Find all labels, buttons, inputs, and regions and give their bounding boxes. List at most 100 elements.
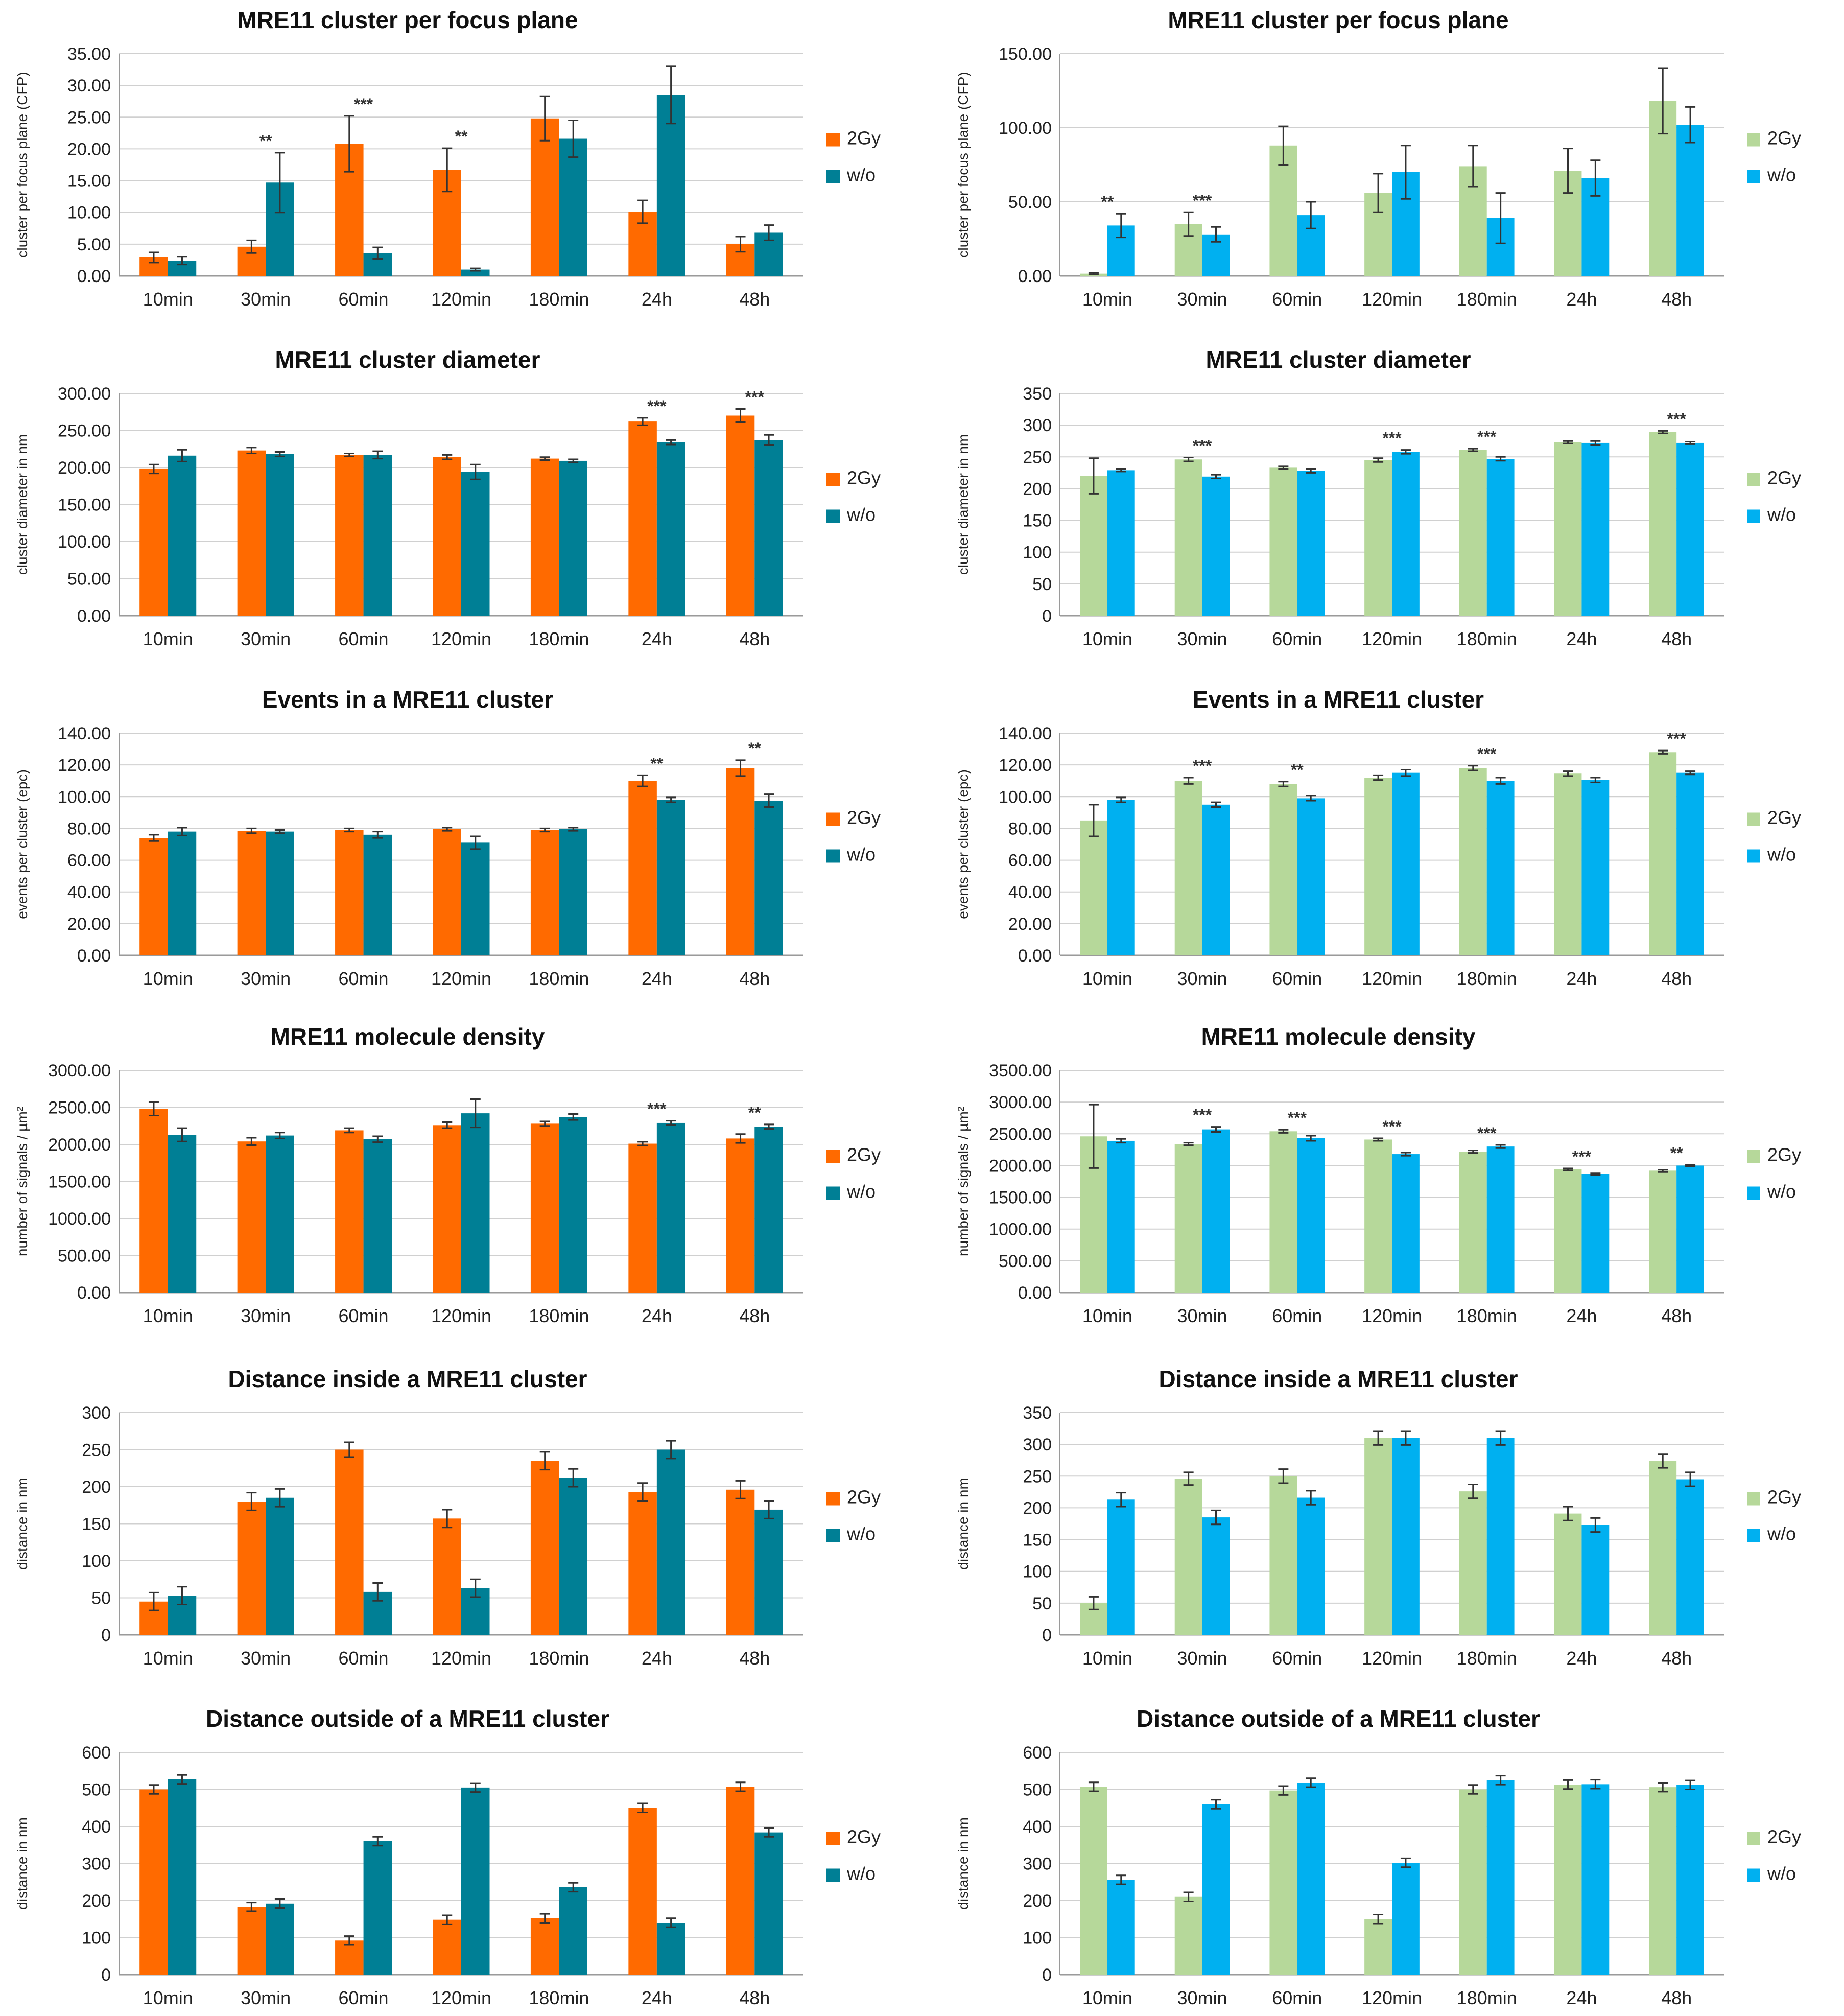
chart-8-bar-wo-120min — [1392, 1154, 1420, 1293]
chart-10-bar-2gy-48h — [1649, 1461, 1677, 1635]
chart-10-x-tick-label: 30min — [1177, 1648, 1227, 1669]
chart-12-bar-wo-60min — [1297, 1783, 1325, 1975]
chart-7-y-axis-label: number of signals / µm² — [14, 1107, 30, 1256]
chart-12-bar-2gy-60min — [1269, 1790, 1297, 1975]
chart-1-bar-wo-24h — [656, 95, 685, 276]
chart-10-bar-2gy-30min — [1174, 1479, 1202, 1635]
chart-8-bar-2gy-48h — [1649, 1170, 1677, 1293]
chart-11-y-tick-label: 500 — [82, 1780, 111, 1800]
chart-5-bar-wo-48h — [754, 801, 783, 955]
chart-5-bar-2gy-24h — [628, 781, 657, 955]
chart-11-y-tick-label: 0 — [101, 1965, 111, 1985]
chart-3-y-tick-label: 300.00 — [58, 384, 111, 404]
chart-1: MRE11 cluster per focus plane 0.00 5.00 10.… — [14, 7, 881, 310]
chart-1-legend-label: w/o — [846, 165, 876, 185]
chart-8-x-tick-label: 30min — [1177, 1305, 1227, 1326]
chart-1-significance-marker: ** — [455, 127, 468, 146]
chart-10-x-tick-label: 10min — [1082, 1648, 1132, 1669]
chart-11-bar-wo-10min — [168, 1779, 197, 1975]
chart-1-x-tick-label: 48h — [739, 289, 770, 310]
chart-4-legend-swatch-wo — [1747, 509, 1760, 523]
chart-8-y-tick-label: 3000.00 — [989, 1093, 1052, 1112]
chart-4-bar-wo-60min — [1297, 471, 1325, 616]
chart-12-bar-2gy-180min — [1459, 1789, 1487, 1975]
chart-4-bar-wo-24h — [1581, 442, 1610, 616]
chart-10-y-tick-label: 0 — [1042, 1626, 1052, 1645]
chart-9-legend-label: 2Gy — [847, 1487, 881, 1508]
chart-3-bar-wo-24h — [656, 442, 685, 616]
chart-4: MRE11 cluster diameter 0 50 100 150 200 250 300… — [955, 346, 1801, 649]
chart-4-bar-wo-30min — [1202, 476, 1230, 616]
chart-3-bar-wo-120min — [461, 472, 490, 616]
chart-7-bar-2gy-60min — [335, 1130, 364, 1293]
chart-11-x-tick-label: 10min — [143, 1987, 193, 2008]
chart-4-bar-2gy-180min — [1459, 450, 1487, 616]
chart-8-bar-2gy-24h — [1554, 1169, 1582, 1293]
chart-11-bar-wo-24h — [656, 1923, 685, 1975]
chart-3-bar-wo-48h — [754, 440, 783, 616]
chart-6-x-tick-label: 180min — [1457, 968, 1517, 989]
chart-4-y-tick-label: 0 — [1042, 606, 1052, 626]
chart-11-legend-label: w/o — [846, 1863, 876, 1884]
chart-4-title: MRE11 cluster diameter — [1205, 346, 1471, 373]
chart-12-bar-wo-24h — [1581, 1784, 1610, 1975]
chart-5-y-tick-label: 140.00 — [58, 724, 111, 743]
chart-7-significance-marker: ** — [748, 1104, 761, 1122]
chart-1-bar-2gy-180min — [530, 118, 559, 276]
chart-6-y-tick-label: 120.00 — [999, 756, 1052, 775]
chart-3-y-tick-label: 200.00 — [58, 458, 111, 478]
chart-6-significance-marker: *** — [1477, 745, 1497, 763]
chart-9-bar-2gy-24h — [628, 1492, 657, 1635]
chart-5-x-tick-label: 48h — [739, 968, 770, 989]
chart-4-x-tick-label: 24h — [1566, 628, 1597, 649]
chart-12-y-tick-label: 300 — [1023, 1855, 1052, 1874]
chart-12-bar-wo-10min — [1107, 1880, 1135, 1975]
chart-2-y-axis-label: cluster per focus plane (CFP) — [955, 72, 971, 257]
chart-9-x-tick-label: 24h — [642, 1648, 672, 1669]
chart-7-x-tick-label: 10min — [143, 1305, 193, 1326]
chart-12-bar-wo-180min — [1486, 1780, 1515, 1975]
chart-9-y-tick-label: 200 — [82, 1478, 111, 1497]
chart-1-significance-marker: *** — [354, 95, 373, 113]
chart-11-bar-2gy-30min — [237, 1907, 266, 1975]
chart-10-x-tick-label: 24h — [1566, 1648, 1597, 1669]
chart-12-y-tick-label: 400 — [1023, 1817, 1052, 1837]
chart-8-bar-wo-180min — [1486, 1146, 1515, 1293]
chart-6-legend-swatch-wo — [1747, 849, 1760, 863]
chart-3-significance-marker: *** — [647, 397, 667, 415]
chart-12-y-tick-label: 0 — [1042, 1965, 1052, 1985]
chart-4-legend-label: 2Gy — [1767, 467, 1801, 488]
chart-6-legend-label: 2Gy — [1767, 807, 1801, 828]
chart-8-legend-swatch-2gy — [1747, 1150, 1760, 1163]
chart-3-y-tick-label: 150.00 — [58, 496, 111, 515]
chart-7-x-tick-label: 180min — [529, 1305, 589, 1326]
chart-7-bar-2gy-24h — [628, 1143, 657, 1293]
chart-9: Distance inside a MRE11 cluster 0 50 100 150… — [14, 1366, 881, 1669]
chart-12-legend-label: 2Gy — [1767, 1826, 1801, 1847]
chart-11-bar-wo-30min — [266, 1903, 294, 1975]
chart-8-significance-marker: *** — [1382, 1117, 1402, 1136]
chart-12-x-tick-label: 24h — [1566, 1987, 1597, 2008]
chart-6-bar-2gy-30min — [1174, 781, 1202, 955]
chart-12-y-tick-label: 200 — [1023, 1891, 1052, 1911]
chart-12-bar-2gy-10min — [1080, 1787, 1107, 1975]
chart-11-x-tick-label: 24h — [642, 1987, 672, 2008]
chart-10-legend-label: w/o — [1767, 1523, 1796, 1544]
chart-5: Events in a MRE11 cluster 0.00 20.00 40.00 6… — [14, 686, 881, 989]
chart-6-bar-wo-30min — [1202, 804, 1230, 955]
chart-2-bar-2gy-60min — [1269, 145, 1297, 276]
chart-5-y-axis-label: events per cluster (epc) — [14, 769, 30, 919]
chart-1-y-tick-label: 25.00 — [67, 108, 111, 127]
chart-4-x-tick-label: 10min — [1082, 628, 1132, 649]
chart-7-y-tick-label: 1000.00 — [48, 1209, 111, 1229]
chart-3-bar-2gy-10min — [139, 468, 168, 616]
chart-3-bar-2gy-180min — [530, 458, 559, 616]
chart-6-x-tick-label: 30min — [1177, 968, 1227, 989]
chart-5-bar-2gy-120min — [433, 829, 461, 955]
chart-11: Distance outside of a MRE11 cluster 0 100 2… — [14, 1705, 881, 2008]
chart-12-legend-swatch-wo — [1747, 1868, 1760, 1882]
chart-4-bar-2gy-48h — [1649, 432, 1677, 616]
chart-10-y-tick-label: 250 — [1023, 1467, 1052, 1486]
chart-10-bar-wo-120min — [1392, 1438, 1420, 1635]
chart-10-bar-wo-60min — [1297, 1497, 1325, 1635]
